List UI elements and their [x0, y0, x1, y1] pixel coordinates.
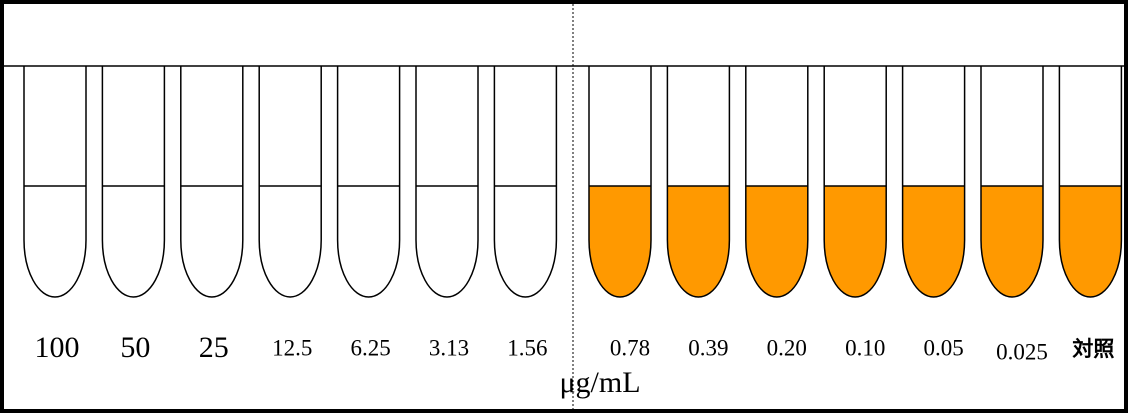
- liquid: [824, 186, 887, 297]
- liquid: [589, 186, 651, 297]
- tube: [1058, 66, 1123, 298]
- tube: [588, 66, 652, 298]
- concentration-label: 0.20: [767, 335, 807, 360]
- concentration-label: 0.78: [610, 335, 650, 360]
- tube-row: 100 50 25 12.5 6.25 3.13 1.56 0.78 0.39 0.20 0.10 0…: [23, 66, 1123, 364]
- concentration-label: 0.39: [688, 335, 728, 360]
- concentration-label: 100: [35, 331, 80, 364]
- concentration-label: 0.10: [845, 335, 885, 360]
- concentration-label: 6.25: [350, 335, 390, 360]
- tube: [901, 66, 966, 298]
- concentration-label: 12.5: [272, 335, 312, 360]
- tube: [415, 66, 479, 298]
- concentration-label: 50: [120, 331, 150, 364]
- tube: [23, 66, 87, 298]
- concentration-label: 25: [199, 331, 229, 364]
- liquid: [981, 186, 1043, 297]
- tube: [666, 66, 731, 298]
- liquid: [745, 186, 808, 297]
- liquid: [667, 186, 730, 297]
- liquid: [1059, 186, 1122, 297]
- tube: [258, 66, 322, 298]
- tube: [336, 66, 401, 298]
- tube: [180, 66, 244, 298]
- concentration-label: 1.56: [507, 335, 547, 360]
- tube: [101, 66, 166, 298]
- tube: [745, 66, 809, 298]
- tube: [823, 66, 887, 298]
- concentration-label: 3.13: [429, 335, 469, 360]
- tube: [493, 66, 558, 298]
- concentration-label: 対照: [1072, 337, 1114, 361]
- concentration-label: 0.025: [996, 339, 1048, 364]
- liquid: [902, 186, 965, 297]
- tube: [980, 66, 1044, 298]
- unit-label: μg/mL: [559, 366, 640, 399]
- concentration-label: 0.05: [923, 335, 963, 360]
